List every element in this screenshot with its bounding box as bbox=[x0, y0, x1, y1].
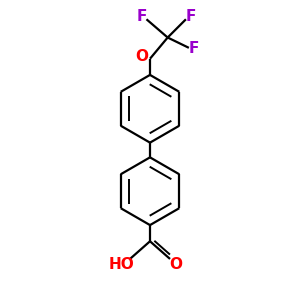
Text: F: F bbox=[186, 9, 196, 24]
Text: HO: HO bbox=[109, 257, 135, 272]
Text: F: F bbox=[136, 9, 147, 24]
Text: F: F bbox=[189, 41, 200, 56]
Text: O: O bbox=[135, 49, 148, 64]
Text: O: O bbox=[169, 257, 182, 272]
